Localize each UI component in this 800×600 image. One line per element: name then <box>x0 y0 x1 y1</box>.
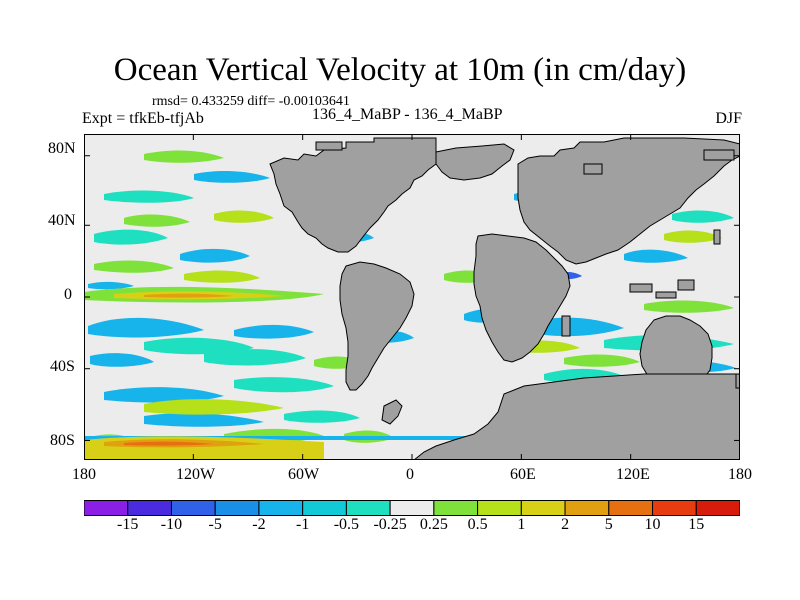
x-tick-label: 120W <box>176 466 216 483</box>
landmass-japan <box>713 229 721 245</box>
x-tick-label: 180 <box>72 466 96 483</box>
colorbar-label: -15 <box>117 516 139 533</box>
landmass-indonesia-1 <box>629 283 653 293</box>
y-tick-label: 0 <box>64 286 72 303</box>
x-tick-label: 60E <box>510 466 536 483</box>
colorbar <box>84 500 740 516</box>
colorbar-swatch <box>302 500 347 516</box>
colorbar-swatch <box>127 500 172 516</box>
landmass-eurasia <box>517 137 740 265</box>
season-label: DJF <box>715 110 742 127</box>
experiment-label: Expt = tfkEb-tfjAb <box>82 110 204 127</box>
landmass-borneo <box>677 279 695 291</box>
colorbar-label: -1 <box>295 516 310 533</box>
colorbar-label: -0.5 <box>333 516 360 533</box>
landmass-indonesia-2 <box>655 291 677 299</box>
landmass-greenland <box>435 143 515 181</box>
x-tick-label: 180 <box>728 466 752 483</box>
landmass-arctic-islands-1 <box>315 141 343 151</box>
landmass-arctic-islands-2 <box>583 163 603 175</box>
axis-ticks <box>84 134 740 460</box>
colorbar-label: -2 <box>252 516 266 533</box>
colorbar-swatch <box>564 500 610 516</box>
landmass-antarctica <box>413 373 740 460</box>
colorbar-swatch <box>652 500 697 516</box>
colorbar-label: 1 <box>517 516 526 533</box>
colorbar-label: 0.5 <box>467 516 488 533</box>
colorbar-swatch <box>520 500 566 516</box>
negative-velocity-patches <box>88 171 736 440</box>
colorbar-swatch <box>433 500 479 516</box>
colorbar-label: -5 <box>208 516 222 533</box>
colorbar-swatch <box>214 500 260 516</box>
colorbar-swatch <box>608 500 654 516</box>
stats-text: rmsd= 0.433259 diff= -0.00103641 <box>152 94 350 109</box>
y-tick-label: 40S <box>50 358 75 375</box>
landmass-arctic-islands-3 <box>703 149 735 161</box>
map-svg <box>84 134 740 460</box>
colorbar-swatch <box>695 500 740 516</box>
colorbar-swatch <box>345 500 391 516</box>
colorbar-label: 15 <box>688 516 705 533</box>
y-tick-label: 80S <box>50 432 75 449</box>
x-tick-label: 0 <box>406 466 414 483</box>
colorbar-swatch <box>477 500 522 516</box>
landmass-antarctic-peninsula <box>381 399 403 425</box>
colorbar-label: -0.25 <box>373 516 407 533</box>
landmass-madagascar <box>561 315 571 337</box>
colorbar-swatch <box>389 500 435 516</box>
y-tick-label: 80N <box>48 140 76 157</box>
colorbar-label: 0.25 <box>419 516 448 533</box>
colorbar-label: 2 <box>561 516 570 533</box>
colorbar-swatch <box>170 500 216 516</box>
landmass-new-zealand <box>735 373 740 389</box>
comparison-label: 136_4_MaBP - 136_4_MaBP <box>312 106 503 123</box>
colorbar-label: -10 <box>160 516 183 533</box>
landmass-africa <box>473 233 571 363</box>
landmass-north-america <box>269 137 441 253</box>
x-tick-label: 120E <box>616 466 650 483</box>
x-tick-label: 60W <box>288 466 320 483</box>
landmass-south-america <box>339 261 415 391</box>
land-masses <box>269 137 740 460</box>
page-title: Ocean Vertical Velocity at 10m (in cm/da… <box>113 52 687 88</box>
colorbar-swatch <box>84 500 129 516</box>
map-plot <box>84 134 740 460</box>
colorbar-swatch <box>258 500 304 516</box>
colorbar-label: 10 <box>644 516 661 533</box>
colorbar-label: 5 <box>604 516 613 533</box>
y-tick-label: 40N <box>48 212 76 229</box>
